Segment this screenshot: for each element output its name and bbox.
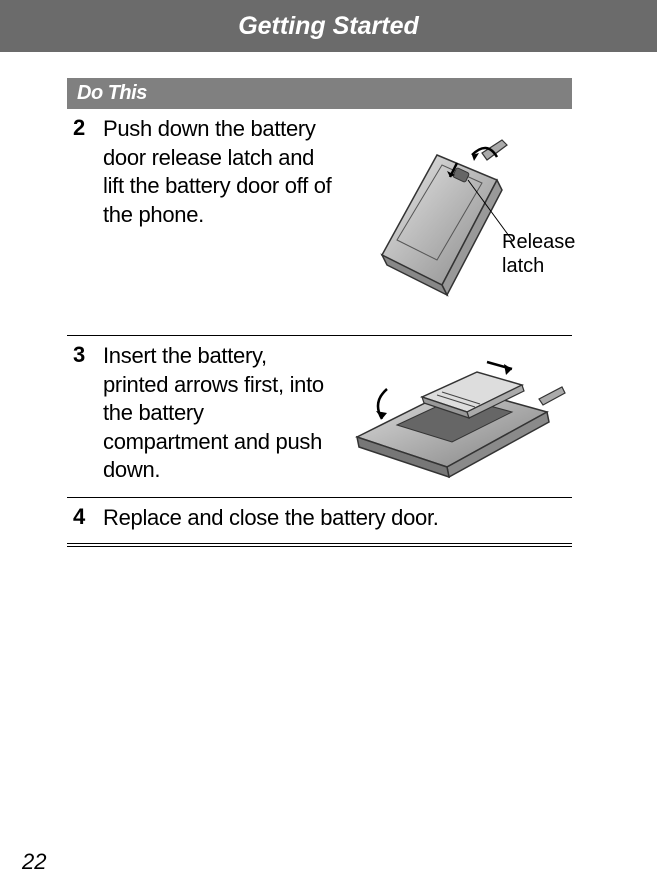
step-text: Push down the battery door release latch… — [103, 115, 342, 325]
step-row: 2 Push down the battery door release lat… — [67, 109, 572, 336]
callout-label: Release latch — [502, 230, 575, 278]
page-number: 22 — [22, 849, 46, 875]
step-row: 4 Replace and close the battery door. — [67, 498, 572, 543]
step-illustration: Release latch — [342, 115, 572, 325]
step-number: 2 — [67, 115, 103, 325]
step-number: 3 — [67, 342, 103, 487]
header-title: Getting Started — [238, 12, 419, 41]
header-bar: Getting Started — [0, 0, 657, 52]
section-header: Do This — [67, 78, 572, 109]
phone-insert-battery-icon — [342, 342, 572, 487]
step-text: Replace and close the battery door. — [103, 504, 572, 533]
step-number: 4 — [67, 504, 103, 533]
phone-battery-door-icon — [342, 115, 572, 325]
step-illustration — [342, 342, 572, 487]
section-end-rule — [67, 543, 572, 547]
content-area: Do This 2 Push down the battery door rel… — [67, 78, 572, 547]
step-row: 3 Insert the battery, printed arrows fir… — [67, 336, 572, 498]
step-text: Insert the battery, printed arrows first… — [103, 342, 342, 487]
